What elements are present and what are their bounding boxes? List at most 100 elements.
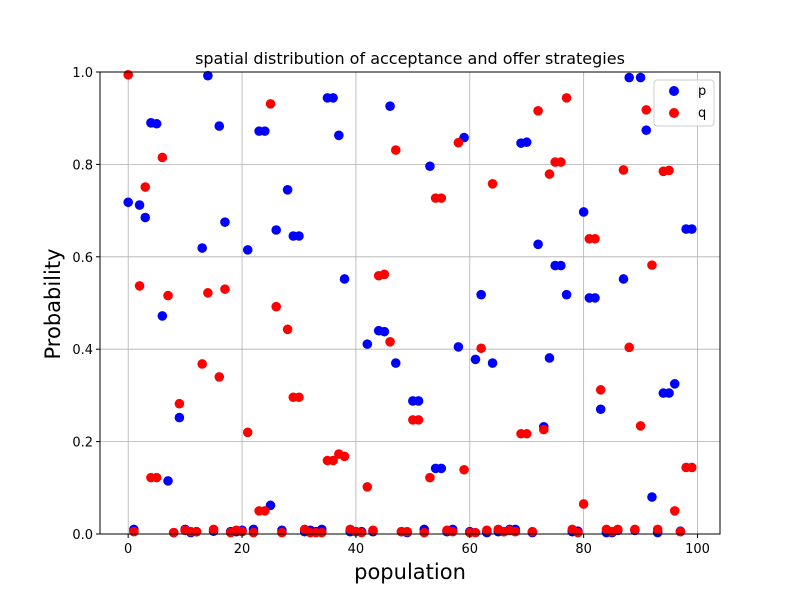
x-tick-label: 100	[685, 542, 710, 557]
point-p	[476, 289, 486, 300]
point-q	[669, 506, 680, 516]
point-p	[282, 185, 293, 195]
point-q	[510, 526, 521, 537]
point-p	[260, 126, 270, 136]
point-q	[487, 179, 498, 189]
point-q	[533, 106, 543, 116]
point-q	[328, 455, 338, 466]
point-q	[265, 99, 276, 109]
axis-ticks: 0 20 40 60 80 100 0.0 0.2 0.4 0.6 0.8 1.0	[72, 66, 710, 557]
point-q	[197, 359, 207, 369]
point-q	[538, 424, 549, 435]
point-p	[413, 396, 424, 406]
point-p	[390, 358, 401, 368]
point-q	[390, 145, 401, 155]
legend-marker-p	[669, 86, 679, 96]
point-q	[459, 464, 469, 475]
legend: p q	[653, 79, 715, 127]
point-p	[578, 207, 589, 217]
point-p	[385, 101, 395, 111]
point-q	[436, 193, 447, 203]
point-p	[595, 404, 606, 415]
point-p	[425, 161, 435, 172]
point-q	[419, 527, 430, 538]
point-q	[556, 157, 566, 167]
point-q	[687, 462, 697, 473]
point-p	[362, 339, 373, 349]
legend-box	[653, 79, 715, 127]
point-q	[151, 472, 162, 483]
data-points	[123, 69, 697, 538]
legend-marker-q	[669, 108, 679, 118]
legend-label-p: p	[698, 84, 706, 99]
point-q	[595, 385, 606, 395]
point-q	[561, 93, 572, 103]
point-q	[573, 527, 583, 538]
point-p	[590, 293, 600, 303]
point-p	[163, 476, 173, 486]
point-p	[487, 358, 498, 368]
point-q	[294, 392, 304, 403]
x-axis-label: population	[354, 560, 466, 584]
point-q	[140, 182, 151, 192]
point-q	[260, 506, 270, 516]
point-p	[242, 245, 253, 255]
point-q	[157, 152, 168, 163]
x-tick-label: 0	[124, 542, 132, 557]
point-p	[664, 388, 674, 398]
point-q	[425, 472, 435, 483]
y-tick-label: 0.8	[72, 158, 93, 173]
point-q	[630, 524, 640, 535]
point-q	[470, 527, 481, 538]
x-tick-label: 80	[575, 542, 592, 557]
point-q	[248, 527, 259, 538]
point-p	[140, 212, 151, 223]
point-p	[271, 225, 282, 235]
point-q	[220, 284, 230, 294]
y-tick-label: 0.6	[72, 251, 93, 266]
point-p	[334, 130, 344, 141]
point-q	[453, 137, 464, 148]
y-tick-label: 0.0	[72, 528, 93, 543]
point-q	[664, 165, 674, 176]
point-q	[482, 525, 492, 536]
point-p	[618, 274, 629, 284]
point-p	[436, 463, 447, 474]
chart-title: spatial distribution of acceptance and o…	[195, 49, 625, 68]
point-p	[214, 121, 225, 131]
point-q	[635, 421, 646, 431]
point-q	[618, 165, 629, 175]
point-q	[214, 372, 225, 382]
point-p	[220, 217, 230, 227]
point-q	[527, 526, 538, 537]
point-q	[271, 301, 282, 312]
point-p	[561, 289, 572, 300]
point-p	[197, 243, 207, 253]
point-p	[669, 379, 680, 389]
point-q	[356, 527, 367, 538]
point-q	[203, 288, 213, 298]
x-tick-label: 60	[462, 542, 479, 557]
point-q	[675, 526, 686, 537]
point-p	[123, 197, 133, 208]
point-p	[635, 72, 646, 83]
plot-area-frame	[99, 71, 721, 535]
y-tick-label: 0.2	[72, 436, 93, 451]
point-p	[470, 354, 481, 365]
x-tick-label: 40	[348, 542, 365, 557]
point-q	[402, 526, 412, 537]
point-p	[521, 137, 532, 148]
point-q	[544, 169, 555, 179]
y-tick-label: 0.4	[72, 343, 93, 358]
point-q	[123, 69, 133, 80]
point-q	[277, 527, 287, 538]
point-q	[447, 526, 458, 537]
point-p	[328, 93, 338, 103]
point-q	[362, 482, 373, 492]
point-q	[368, 525, 378, 536]
point-q	[413, 415, 424, 425]
point-q	[647, 260, 657, 270]
legend-label-q: q	[698, 106, 706, 121]
point-p	[339, 274, 350, 284]
